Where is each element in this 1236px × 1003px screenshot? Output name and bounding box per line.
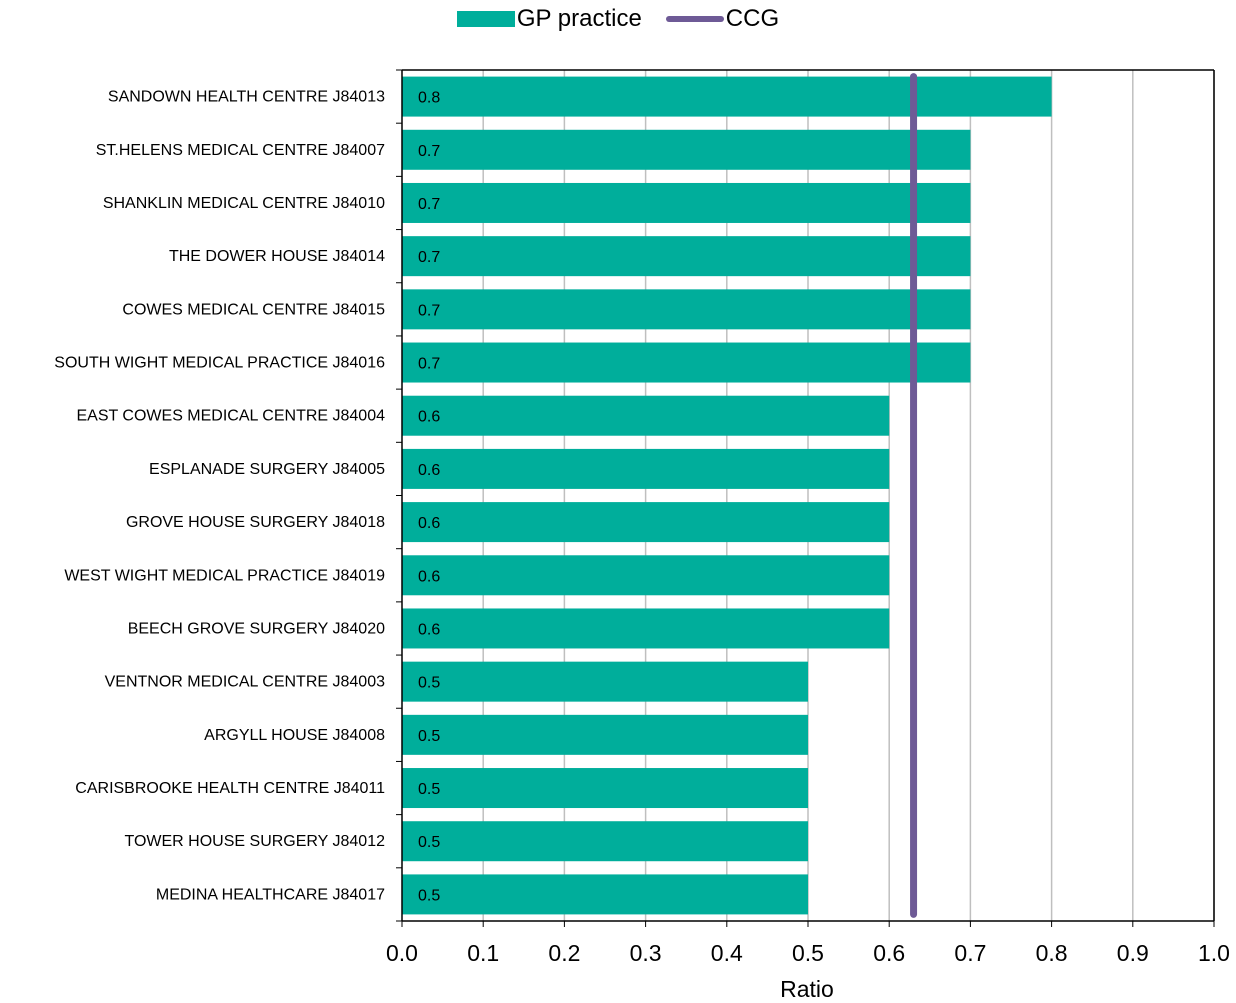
x-tick-label: 0.3: [630, 940, 662, 966]
legend-label-ccg: CCG: [725, 5, 780, 32]
bar: [402, 395, 890, 436]
data-label: 0.7: [418, 356, 440, 373]
x-tick-label: 0.4: [711, 940, 743, 966]
category-label: WEST WIGHT MEDICAL PRACTICE J84019: [64, 567, 385, 584]
category-label: THE DOWER HOUSE J84014: [169, 248, 385, 265]
bar: [402, 342, 971, 383]
category-label: COWES MEDICAL CENTRE J84015: [122, 301, 385, 318]
category-label: EAST COWES MEDICAL CENTRE J84004: [76, 408, 385, 425]
data-label: 0.5: [418, 887, 440, 904]
x-tick-label: 0.7: [954, 940, 986, 966]
category-label: ST.HELENS MEDICAL CENTRE J84007: [96, 142, 385, 159]
bar: [402, 874, 808, 915]
legend-item-ccg: CCG: [665, 5, 780, 33]
data-label: 0.5: [418, 675, 440, 692]
x-tick-labels: 0.0 0.1 0.2 0.3 0.4 0.5 0.6 0.7 0.8 0.9 1.0: [386, 940, 1230, 966]
bar: [402, 714, 808, 755]
bar: [402, 448, 890, 489]
category-label: SOUTH WIGHT MEDICAL PRACTICE J84016: [54, 355, 385, 372]
category-label: CARISBROOKE HEALTH CENTRE J84011: [75, 780, 385, 797]
data-label: 0.5: [418, 728, 440, 745]
bar: [402, 608, 890, 649]
bar: [402, 768, 808, 809]
axes: [396, 69, 1215, 927]
category-label: GROVE HOUSE SURGERY J84018: [126, 514, 385, 531]
data-label: 0.7: [418, 196, 440, 213]
legend-label-gp-practice: GP practice: [516, 5, 642, 32]
bar: [402, 129, 971, 170]
legend-swatch-gp-practice: [456, 11, 515, 27]
bar: [402, 182, 971, 223]
bar: [402, 555, 890, 596]
category-label: TOWER HOUSE SURGERY J84012: [124, 833, 385, 850]
bar: [402, 289, 971, 330]
bar: [402, 821, 808, 862]
category-label: SANDOWN HEALTH CENTRE J84013: [108, 89, 385, 106]
x-tick-label: 1.0: [1198, 940, 1230, 966]
x-tick-label: 0.2: [548, 940, 580, 966]
category-labels: SANDOWN HEALTH CENTRE J84013 ST.HELENS ME…: [54, 89, 385, 904]
data-labels: 0.8 0.7 0.7 0.7 0.7 0.7 0.6 0.6 0.6 0.6 0.6 0.5 0.5 0…: [418, 90, 440, 905]
x-tick-label: 0.8: [1036, 940, 1068, 966]
x-tick-label: 0.6: [873, 940, 905, 966]
data-label: 0.6: [418, 409, 440, 426]
data-label: 0.6: [418, 515, 440, 532]
category-label: ARGYLL HOUSE J84008: [204, 727, 385, 744]
category-label: ESPLANADE SURGERY J84005: [149, 461, 385, 478]
bar: [402, 502, 890, 543]
data-label: 0.6: [418, 568, 440, 585]
x-axis-title: Ratio: [780, 976, 834, 1002]
data-label: 0.5: [418, 834, 440, 851]
x-tick-label: 0.1: [467, 940, 499, 966]
x-tick-label: 0.9: [1117, 940, 1149, 966]
bar: [402, 661, 808, 702]
data-label: 0.6: [418, 621, 440, 638]
data-label: 0.7: [418, 143, 440, 160]
bar: [402, 236, 971, 277]
chart-legend: GP practice CCG: [0, 4, 1236, 34]
category-label: MEDINA HEALTHCARE J84017: [156, 886, 385, 903]
data-label: 0.8: [418, 90, 440, 107]
bars: [402, 76, 1052, 915]
data-label: 0.6: [418, 462, 440, 479]
category-label: BEECH GROVE SURGERY J84020: [128, 620, 385, 637]
legend-item-gp-practice: GP practice: [456, 5, 642, 33]
bar: [402, 76, 1052, 117]
legend-swatch-ccg: [665, 16, 724, 22]
x-tick-label: 0.5: [792, 940, 824, 966]
x-tick-label: 0.0: [386, 940, 418, 966]
category-label: SHANKLIN MEDICAL CENTRE J84010: [103, 195, 385, 212]
data-label: 0.7: [418, 302, 440, 319]
data-label: 0.7: [418, 249, 440, 266]
category-label: VENTNOR MEDICAL CENTRE J84003: [105, 674, 385, 691]
data-label: 0.5: [418, 781, 440, 798]
